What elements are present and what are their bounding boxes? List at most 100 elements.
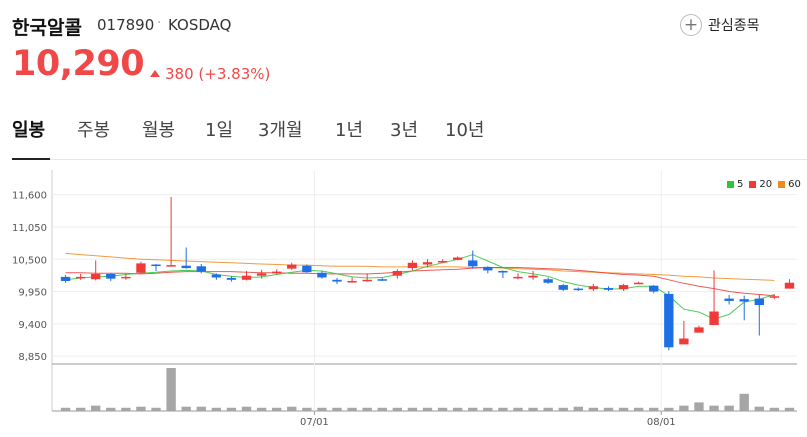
volume-bar [498, 407, 508, 411]
volume-bar [452, 407, 463, 411]
tab-1year[interactable]: 1년 [335, 120, 364, 141]
tab-3year[interactable]: 3년 [390, 120, 419, 141]
tab-weekly[interactable]: 주봉 [77, 120, 111, 141]
stock-name: 한국알콜 [12, 17, 82, 39]
volume-bar [377, 407, 387, 411]
candle-body [211, 274, 222, 278]
candle-body [724, 298, 734, 301]
watchlist-label: 관심종목 [708, 18, 760, 34]
volume-bar [241, 406, 252, 411]
volume-bar [196, 406, 206, 411]
volume-bar [649, 407, 659, 411]
tab-monthly[interactable]: 월봉 [142, 120, 176, 141]
volume-bar [136, 406, 146, 411]
volume-bar [709, 405, 719, 411]
tab-daily[interactable]: 일봉 [12, 120, 46, 141]
candle-body [166, 265, 176, 267]
candle-body [679, 338, 689, 345]
volume-bar [769, 407, 780, 411]
tab-3month[interactable]: 3개월 [258, 120, 303, 141]
candle-body [739, 299, 749, 302]
candle-body [60, 276, 71, 281]
volume-bar [724, 405, 734, 411]
watchlist-button[interactable]: + 관심종목 [680, 12, 760, 38]
volume-bar [256, 407, 267, 411]
volume-bar [437, 407, 448, 411]
candle-body [287, 264, 297, 269]
candle-body [769, 296, 780, 298]
candle-body [633, 282, 644, 285]
candle-body [332, 279, 342, 282]
volume-bar [332, 407, 342, 411]
candle-body [106, 273, 116, 279]
candle-body [754, 298, 764, 306]
legend-ma5: 5 [737, 179, 744, 190]
y-tick-label: 9,950 [18, 288, 47, 299]
tabs-divider [12, 159, 807, 160]
volume-bar [166, 368, 176, 411]
volume-bar [739, 393, 749, 411]
legend-swatch-ma60 [778, 181, 786, 188]
candle-body [543, 279, 553, 283]
current-price: 10,290 [12, 44, 145, 84]
legend-swatch-ma20 [749, 181, 757, 188]
candle-body [121, 276, 131, 279]
volume-bar [287, 406, 297, 411]
candle-body [784, 282, 795, 289]
y-tick-label: 8,850 [18, 352, 47, 363]
ma20-line [65, 267, 775, 297]
candle-body [452, 257, 463, 260]
volume-bar [633, 407, 644, 411]
active-tab-indicator [12, 158, 50, 160]
candle-body [422, 262, 433, 265]
candle-body [256, 273, 267, 276]
volume-bar [226, 407, 237, 411]
y-tick-label: 10,500 [12, 255, 47, 266]
header-separator: · [157, 16, 162, 31]
volume-bar [91, 405, 101, 411]
y-tick-label: 9,400 [18, 320, 47, 331]
y-tick-label: 11,600 [12, 191, 47, 202]
volume-bar [573, 406, 583, 411]
change-percent: (+3.83%) [198, 65, 271, 83]
candle-body [151, 264, 161, 267]
candle-body [75, 276, 86, 279]
candle-body [513, 276, 523, 279]
candle-body [272, 271, 282, 274]
candle-body [181, 265, 191, 269]
volume-bar [664, 407, 674, 411]
candle-body [392, 271, 403, 276]
volume-bar [317, 407, 327, 411]
legend-swatch-ma5 [727, 181, 734, 188]
price-change: 380 (+3.83%) [150, 65, 270, 83]
tab-1day[interactable]: 1일 [205, 120, 234, 141]
volume-bar [483, 407, 493, 411]
candle-body [347, 280, 357, 283]
candle-body [694, 327, 704, 333]
candle-body [498, 271, 508, 273]
volume-bar [513, 407, 523, 411]
volume-bar [302, 407, 312, 411]
volume-bar [618, 407, 629, 411]
candle-body [588, 286, 599, 290]
candle-body [558, 285, 568, 290]
candle-body [573, 288, 583, 291]
volume-bar [603, 407, 614, 411]
change-amount: 380 [165, 65, 194, 83]
tab-10year[interactable]: 10년 [445, 120, 485, 141]
plus-icon: + [680, 14, 702, 36]
candle-body [91, 273, 101, 280]
chart-legend: 5 20 60 [727, 179, 801, 190]
volume-bar [543, 407, 553, 411]
candle-body [528, 275, 538, 278]
volume-bar [694, 402, 704, 411]
market-name: KOSDAQ [168, 16, 232, 34]
volume-bar [784, 407, 795, 411]
volume-bar [151, 407, 161, 411]
candle-body [437, 261, 448, 263]
volume-bar [106, 407, 116, 411]
volume-bar [588, 407, 599, 411]
volume-bar [347, 407, 357, 411]
volume-bar [407, 407, 418, 411]
volume-bar [679, 405, 689, 411]
